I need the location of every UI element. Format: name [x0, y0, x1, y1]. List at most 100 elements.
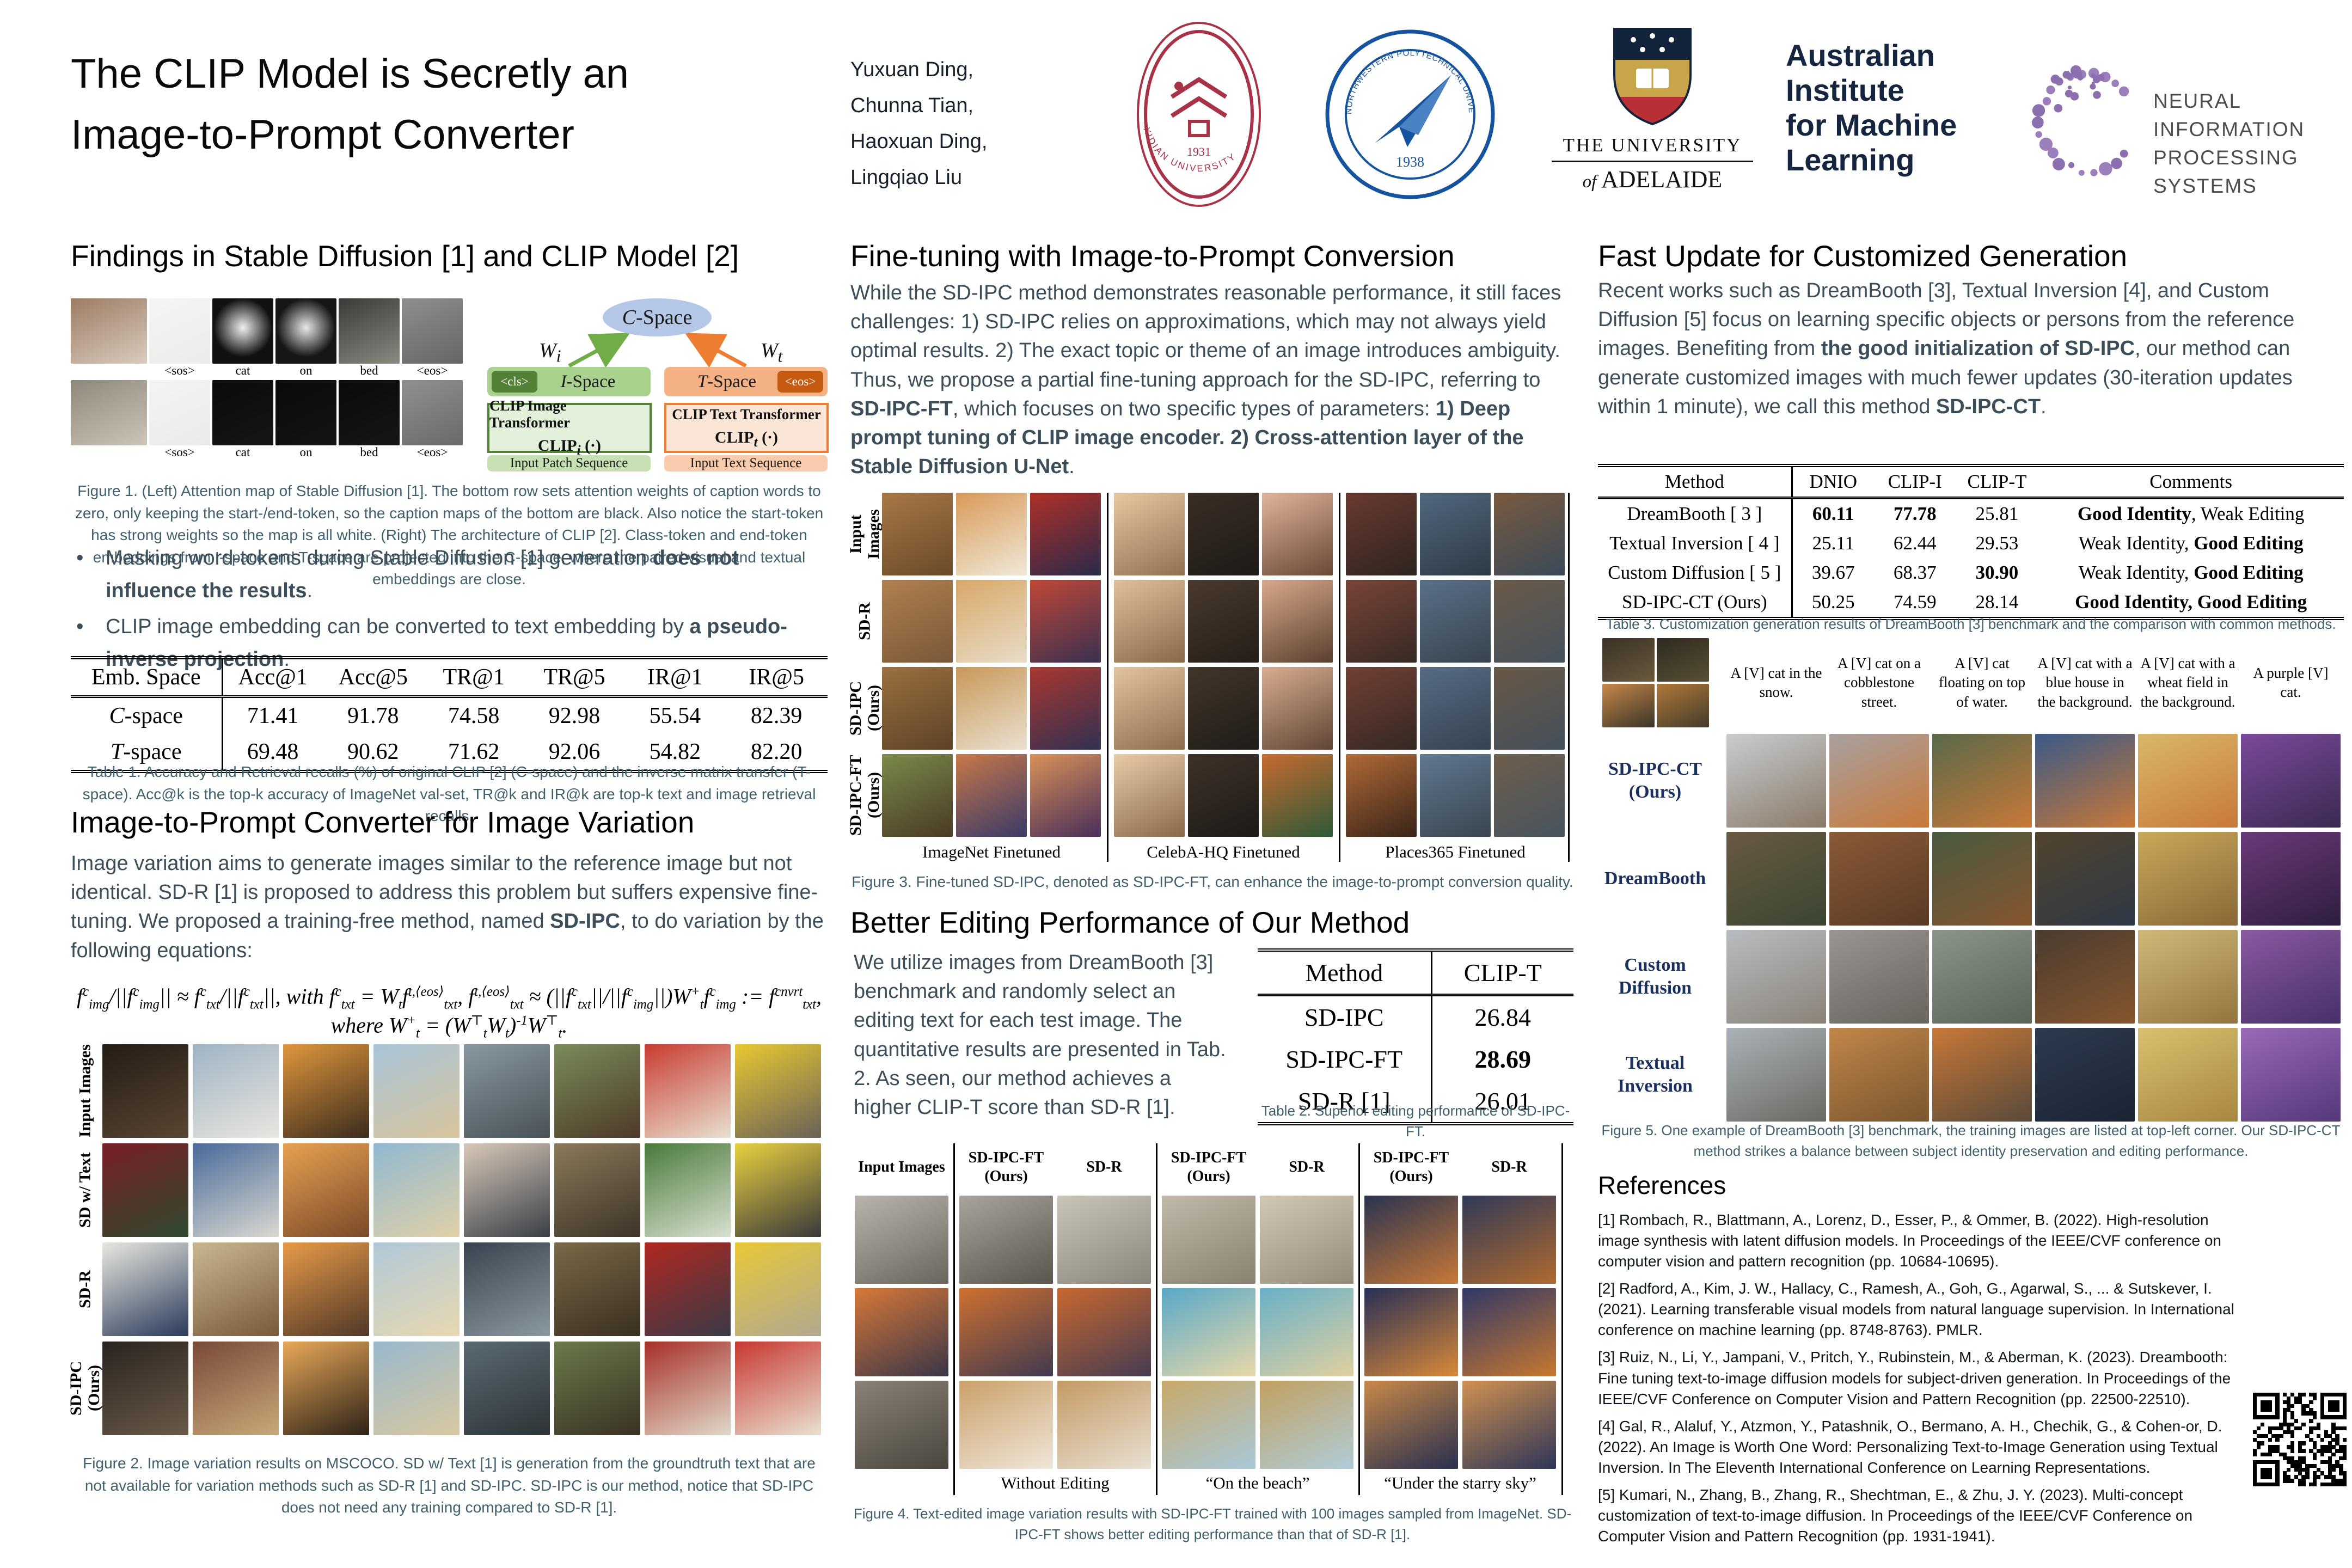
figure4-column-header: SD-IPC-FT (Ours)	[968, 1149, 1044, 1185]
figure4-image	[855, 1196, 948, 1284]
table-cell: Weak Identity, Good Editing	[2078, 562, 2304, 583]
figure-row-label: SD w/ Text	[76, 1152, 94, 1228]
figure4-image	[1462, 1381, 1556, 1469]
ref-item: [1] Rombach, R., Blattmann, A., Lorenz, …	[1598, 1211, 2221, 1270]
figure5-image	[1829, 930, 1929, 1024]
figure1-token-label: <eos>	[416, 364, 448, 377]
section-heading-variation: Image-to-Prompt Converter for Image Vari…	[71, 805, 695, 839]
c-space-node: C -Space	[603, 298, 712, 336]
figure1-attention-map	[339, 380, 400, 445]
figure5-method-label: Custom Diffusion	[1618, 954, 1692, 999]
figure1-token-label: bed	[360, 445, 378, 459]
figure3-divider	[1107, 493, 1108, 862]
figure3-image	[1188, 754, 1259, 837]
figure2-image	[735, 1242, 821, 1336]
table-cell: 74.58	[448, 703, 500, 728]
t-space-label: T-Space	[697, 371, 757, 391]
figure2-image	[373, 1044, 460, 1138]
table-cell: SD-IPC-FT	[1258, 1038, 1432, 1080]
t-space-bar: T-Space <eos>	[664, 367, 828, 396]
figure3-image	[1494, 493, 1565, 575]
table-header-cell: Comments	[2149, 471, 2232, 492]
table3-caption: Table 3. Customization generation result…	[1606, 616, 2336, 632]
table-cell: 50.25	[1811, 591, 1855, 612]
authors-list: Yuxuan Ding, Chunna Tian, Haoxuan Ding, Lin…	[850, 52, 987, 195]
figure4-image	[1162, 1196, 1255, 1284]
figure4-bottom-label: Without Editing	[1001, 1473, 1110, 1492]
wi-label: Wi	[539, 339, 561, 366]
table-cell: Textual Inversion [ 4 ]	[1598, 529, 1793, 558]
figure4-column-header: SD-IPC-FT (Ours)	[1373, 1149, 1449, 1185]
table-cell: 91.78	[347, 703, 399, 728]
figure3-image	[1030, 580, 1101, 663]
figure4-image	[1462, 1288, 1556, 1376]
clip-text-transformer-box: CLIP Text Transformer CLIPt (·)	[664, 403, 829, 453]
figure5-training-image	[1657, 638, 1709, 682]
diagram-arrows	[568, 333, 747, 368]
table-cell: 82.39	[750, 703, 803, 728]
figure-row-label: SD-IPC (Ours)	[847, 681, 883, 736]
figure1-token-label: <sos>	[164, 445, 195, 459]
table2-caption: Table 2. Superior editing performance of…	[1261, 1102, 1570, 1140]
figure2-image	[554, 1143, 640, 1237]
figure3-image	[1420, 754, 1491, 837]
figure5-prompt-label: A [V] cat with a blue house in the backg…	[2037, 655, 2133, 710]
figure3-image	[1114, 667, 1185, 750]
table-header-cell: CLIP-I	[1888, 471, 1942, 492]
figure4-caption: Figure 4. Text-edited image variation re…	[853, 1505, 1572, 1542]
table-cell: 30.90	[1975, 562, 2019, 583]
figure4-image	[959, 1288, 1053, 1376]
figure1-clip-architecture: C -Space Wi Wt <cls> I-Space T-Space <eos…	[487, 298, 829, 471]
figure4-bottom-label: “Under the starry sky”	[1384, 1473, 1536, 1492]
figure3-caption: Figure 3. Fine-tuned SD-IPC, denoted as …	[852, 873, 1573, 890]
table-row: Textual Inversion [ 4 ] 25.11 62.44 29.53 We…	[1598, 529, 2344, 558]
figure3-image	[882, 580, 953, 663]
table-cell: 55.54	[649, 703, 701, 728]
figure5-image	[2035, 734, 2135, 828]
table-cell: 71.62	[448, 739, 500, 764]
figure1-cat-photo	[71, 380, 147, 445]
table-cell: 69.48	[247, 739, 299, 764]
figure1-attention-map	[275, 380, 336, 445]
figure1-token-label: <eos>	[416, 445, 448, 459]
figure5-image	[1829, 1028, 1929, 1122]
references-list: [1] Rombach, R., Blattmann, A., Lorenz, …	[1598, 1210, 2240, 1553]
figure4-image	[1260, 1288, 1353, 1376]
figure-row-label: SD-IPC-FT (Ours)	[847, 755, 883, 836]
table1-caption: Table 1. Accuracy and Retrieval recalls …	[82, 763, 816, 825]
figure1-attention-map	[402, 298, 463, 364]
figure4-column-header: Input Images	[858, 1159, 945, 1176]
adelaide-logo: THE UNIVERSITY of ADELAIDE	[1552, 26, 1753, 193]
figure5-image	[1726, 1028, 1826, 1122]
figure3-group-label: ImageNet Finetuned	[922, 842, 1061, 861]
input-patch-sequence-bar: Input Patch Sequence	[487, 455, 651, 471]
figure2-image	[554, 1242, 640, 1336]
npu-year-label: 1938	[1396, 154, 1424, 170]
title-line-2: Image-to-Prompt Converter	[71, 112, 574, 158]
figure1-token-label: cat	[235, 364, 250, 377]
i-space-bar: <cls> I-Space	[487, 367, 651, 396]
figure4-image	[1364, 1381, 1458, 1469]
table3-customization: Method DNIO CLIP-I CLIP-T Comments DreamBooth…	[1598, 464, 2344, 620]
figure2-image	[193, 1044, 279, 1138]
figure3-image	[1188, 667, 1259, 750]
list-item: Haoxuan Ding,	[850, 130, 988, 153]
figure2-image	[554, 1342, 640, 1435]
figure2-image	[283, 1044, 369, 1138]
figure3-image	[1262, 667, 1333, 750]
adelaide-shield-icon	[1613, 28, 1692, 126]
aiml-logo: Australian Institute for Machine Learning	[1786, 38, 1957, 177]
figure5-image	[1932, 832, 2032, 926]
figure3-image	[1494, 754, 1565, 837]
figure3-image	[1262, 754, 1333, 837]
table-cell: 90.62	[347, 739, 399, 764]
figure4-column-header: SD-R	[1289, 1159, 1325, 1176]
figure3-image	[1114, 580, 1185, 663]
figure1-attention-map	[212, 380, 273, 445]
figure4-image	[1162, 1381, 1255, 1469]
figure2-image	[283, 1342, 369, 1435]
figure1-attention-map	[149, 298, 210, 364]
figure3-image	[1114, 754, 1185, 837]
table-row: SD-IPC-CT (Ours) 50.25 74.59 28.14 Good Iden…	[1598, 587, 2344, 618]
figure2-image	[193, 1143, 279, 1237]
